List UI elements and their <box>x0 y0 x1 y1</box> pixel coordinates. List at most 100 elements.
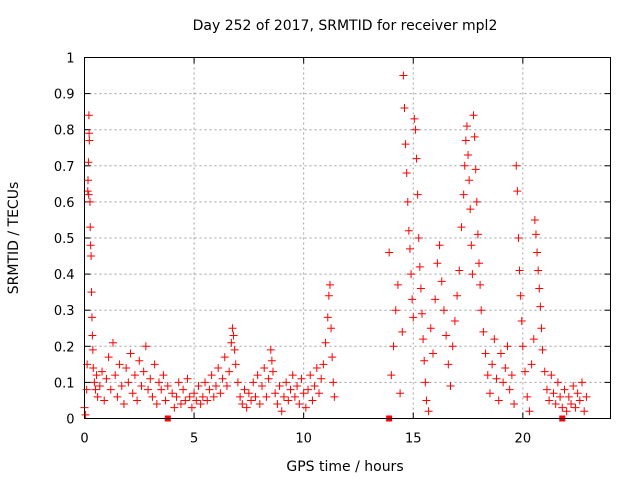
grid-lines <box>84 57 611 419</box>
data-point <box>461 136 470 145</box>
data-point <box>446 382 455 391</box>
data-point <box>222 382 231 391</box>
data-point <box>275 382 284 391</box>
data-point <box>510 400 519 409</box>
data-point <box>549 389 558 398</box>
data-point <box>172 392 181 401</box>
data-point <box>98 367 107 376</box>
data-point <box>205 385 214 394</box>
data-point <box>203 396 212 405</box>
data-point <box>530 215 539 224</box>
data-point <box>228 324 237 333</box>
data-point <box>442 331 451 340</box>
data-point <box>264 374 273 383</box>
data-point <box>163 382 172 391</box>
data-point <box>473 230 482 239</box>
data-point <box>225 367 234 376</box>
data-point <box>93 392 102 401</box>
data-point <box>424 407 433 416</box>
data-point <box>416 284 425 293</box>
y-tick-label: 1 <box>66 52 74 67</box>
data-point <box>251 392 260 401</box>
data-point <box>422 396 431 405</box>
data-point <box>517 317 526 326</box>
data-point <box>464 150 473 159</box>
data-point <box>253 371 262 380</box>
data-point <box>290 392 299 401</box>
data-point <box>83 187 92 196</box>
data-point <box>567 400 576 409</box>
data-point <box>580 407 589 416</box>
data-point <box>236 392 245 401</box>
data-point <box>150 360 159 369</box>
data-point <box>515 266 524 275</box>
data-point <box>428 349 437 358</box>
data-point <box>420 356 429 365</box>
data-point <box>413 190 422 199</box>
data-point <box>124 378 133 387</box>
data-point <box>466 205 475 214</box>
data-point <box>308 396 317 405</box>
data-point <box>469 111 478 120</box>
data-point <box>135 356 144 365</box>
data-point <box>84 176 93 185</box>
data-point <box>496 349 505 358</box>
data-point <box>481 349 490 358</box>
data-point <box>396 389 405 398</box>
x-axis-label: GPS time / hours <box>286 459 403 475</box>
data-point <box>410 114 419 123</box>
data-point <box>578 378 587 387</box>
data-point <box>490 335 499 344</box>
data-point <box>104 353 113 362</box>
data-point <box>499 378 508 387</box>
data-point <box>212 382 220 391</box>
data-point <box>198 392 207 401</box>
data-point <box>514 234 523 242</box>
data-point <box>472 197 481 206</box>
data-point <box>157 385 166 394</box>
data-point <box>187 403 196 412</box>
data-point <box>137 382 146 391</box>
data-point <box>242 403 251 412</box>
data-point <box>207 371 216 380</box>
data-point <box>81 410 90 419</box>
data-point <box>324 291 333 300</box>
data-point <box>459 190 468 199</box>
data-point <box>310 382 319 391</box>
data-point <box>535 284 544 293</box>
data-point <box>507 371 516 380</box>
data-point <box>247 396 256 405</box>
data-point <box>453 291 462 300</box>
data-point <box>297 374 306 383</box>
y-tick-label: 0.2 <box>54 340 75 355</box>
data-point <box>238 400 247 409</box>
data-point <box>327 324 336 333</box>
data-point <box>419 335 428 344</box>
data-point <box>115 360 124 369</box>
data-point <box>455 266 464 275</box>
data-point <box>84 190 93 199</box>
data-point <box>527 360 536 369</box>
data-point <box>148 392 157 401</box>
data-point <box>146 374 155 383</box>
data-point <box>385 248 394 257</box>
data-point <box>477 306 486 315</box>
data-point <box>465 176 474 185</box>
data-point <box>467 241 476 250</box>
data-point <box>437 277 446 286</box>
data-point <box>122 363 131 372</box>
data-point <box>402 169 411 178</box>
data-point <box>159 371 168 380</box>
data-point <box>174 378 183 387</box>
data-point <box>503 342 512 351</box>
data-point <box>460 161 469 170</box>
data-point <box>130 371 139 380</box>
data-point <box>444 360 453 369</box>
data-point <box>92 371 101 380</box>
data-point <box>545 396 554 405</box>
x-tick-label: 0 <box>80 432 88 447</box>
data-point <box>82 385 91 394</box>
data-point <box>91 385 100 394</box>
data-point <box>529 335 538 344</box>
data-point <box>553 378 562 387</box>
